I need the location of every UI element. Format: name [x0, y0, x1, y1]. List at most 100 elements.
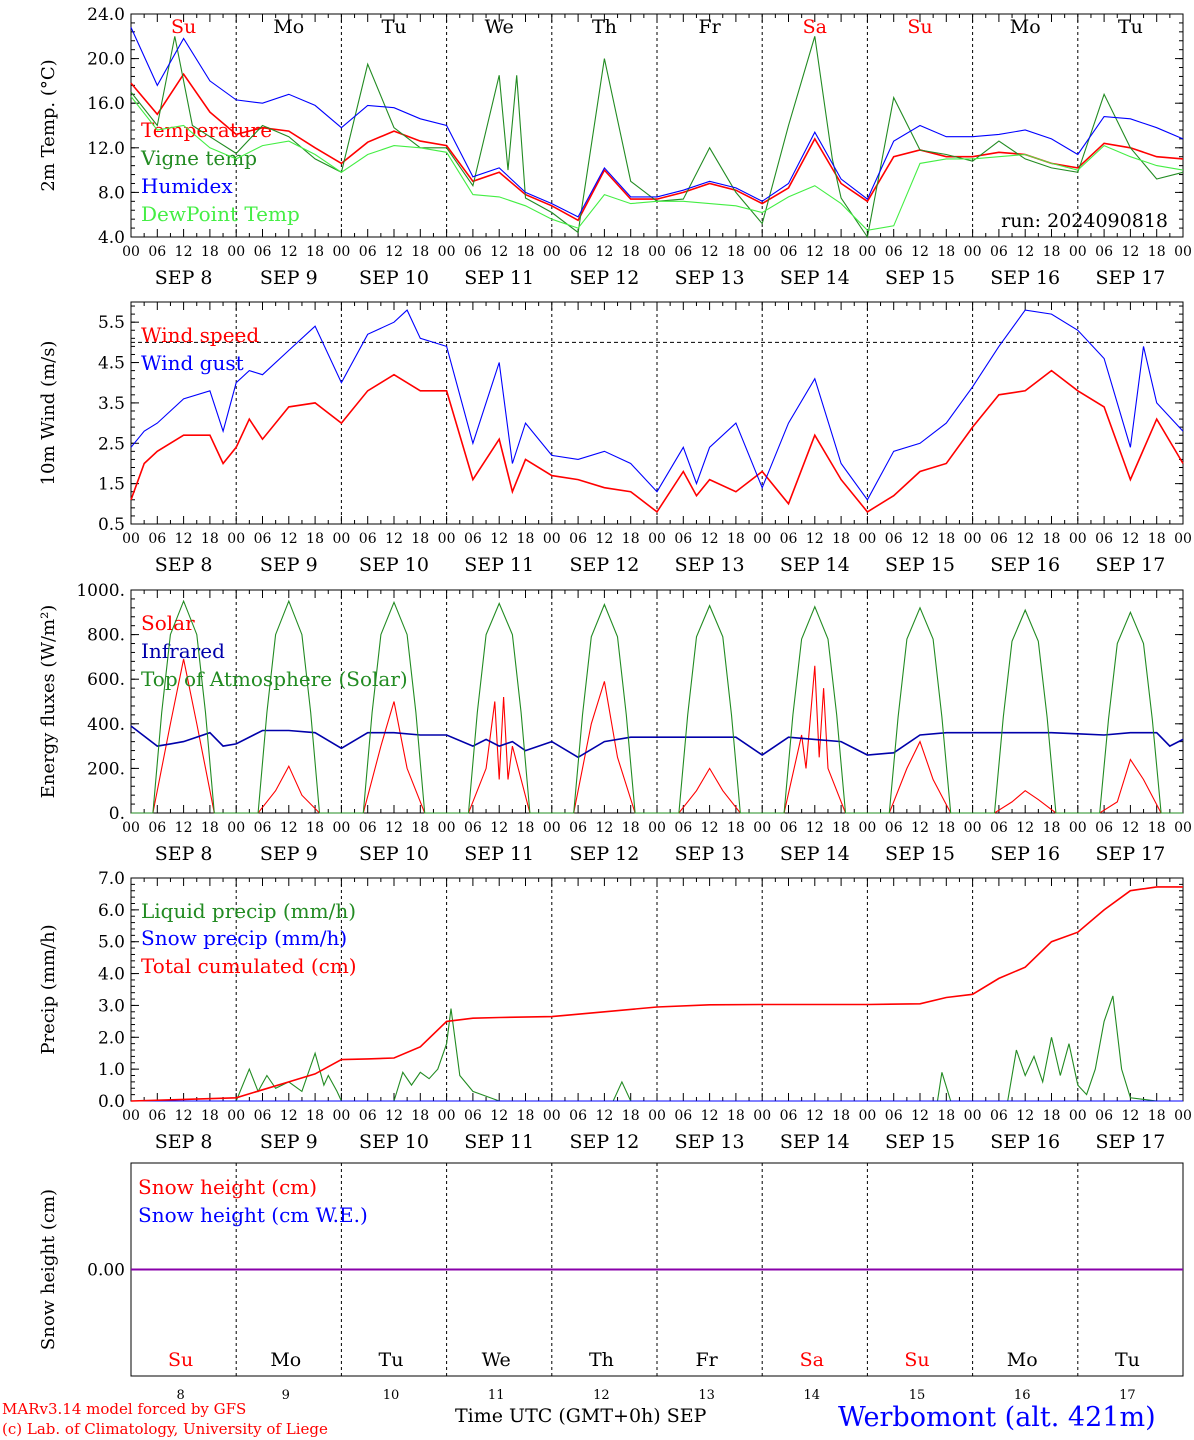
hour-tick-label: 00 — [964, 244, 982, 260]
hour-tick-label: 00 — [1174, 820, 1192, 836]
date-label: SEP 8 — [155, 1131, 213, 1153]
hour-tick-label: 18 — [201, 531, 219, 547]
weekday-label: We — [482, 1349, 511, 1371]
hour-tick-label: 12 — [490, 820, 508, 836]
hour-tick-label: 12 — [490, 244, 508, 260]
hour-tick-label: 06 — [885, 244, 903, 260]
hour-tick-label: 12 — [1016, 244, 1034, 260]
hour-tick-label: 12 — [595, 1108, 613, 1124]
station-title: Werbomont (alt. 421m) — [838, 1402, 1156, 1433]
hour-tick-label: 12 — [385, 820, 403, 836]
date-label: SEP 10 — [359, 843, 429, 865]
weekday-label: Tu — [379, 1349, 404, 1371]
hour-tick-label: 18 — [411, 244, 429, 260]
hour-tick-label: 06 — [990, 1108, 1008, 1124]
hour-tick-label: 06 — [674, 531, 692, 547]
hour-tick-label: 00 — [332, 531, 350, 547]
legend-entry: Liquid precip (mm/h) — [141, 899, 356, 923]
hour-tick-label: 12 — [175, 1108, 193, 1124]
hour-tick-label: 18 — [1043, 1108, 1061, 1124]
hour-tick-label: 18 — [1043, 244, 1061, 260]
hour-tick-label: 18 — [306, 1108, 324, 1124]
hour-tick-label: 18 — [306, 820, 324, 836]
legend-entry: Snow height (cm W.E.) — [138, 1203, 368, 1227]
day-number-label: 17 — [1119, 1388, 1136, 1403]
hour-tick-label: 00 — [648, 1108, 666, 1124]
hour-tick-label: 00 — [122, 1108, 140, 1124]
weekday-label: Mo — [1007, 1349, 1038, 1371]
hour-tick-label: 12 — [1121, 244, 1139, 260]
date-label: SEP 16 — [990, 554, 1060, 576]
weekday-label: Mo — [270, 1349, 301, 1371]
weekday-label: Sa — [800, 1349, 824, 1371]
legend-entry: Total cumulated (cm) — [141, 954, 357, 978]
day-number-label: 12 — [593, 1388, 610, 1403]
hour-tick-label: 12 — [280, 244, 298, 260]
series-line-wind-gust — [130, 309, 1184, 501]
date-label: SEP 10 — [359, 1131, 429, 1153]
y-tick-label: 5.5 — [98, 313, 125, 333]
date-label: SEP 13 — [675, 267, 745, 289]
hour-tick-label: 12 — [701, 244, 719, 260]
date-label: SEP 12 — [569, 554, 639, 576]
weekday-label: Mo — [1010, 16, 1041, 38]
hour-tick-label: 12 — [490, 1108, 508, 1124]
hour-tick-label: 12 — [701, 1108, 719, 1124]
hour-tick-label: 00 — [122, 531, 140, 547]
date-label: SEP 17 — [1095, 1131, 1165, 1153]
date-label: SEP 13 — [675, 1131, 745, 1153]
date-label: SEP 11 — [464, 843, 534, 865]
legend-entry: Vigne temp — [140, 146, 257, 170]
hour-tick-label: 12 — [595, 244, 613, 260]
hour-tick-label: 12 — [1121, 820, 1139, 836]
hour-tick-label: 00 — [543, 244, 561, 260]
hour-tick-label: 12 — [490, 531, 508, 547]
weekday-label: Tu — [1115, 1349, 1140, 1371]
weekday-label: Th — [589, 1349, 614, 1371]
hour-tick-label: 00 — [753, 820, 771, 836]
hour-tick-label: 00 — [858, 820, 876, 836]
hour-tick-label: 18 — [1043, 531, 1061, 547]
hour-tick-label: 12 — [1016, 531, 1034, 547]
y-tick-label: 0. — [109, 804, 125, 824]
hour-tick-label: 00 — [1174, 531, 1192, 547]
hour-tick-label: 06 — [1095, 244, 1113, 260]
hour-tick-label: 06 — [569, 244, 587, 260]
y-tick-label: 800. — [87, 626, 125, 646]
hour-tick-label: 12 — [806, 820, 824, 836]
date-label: SEP 16 — [990, 1131, 1060, 1153]
y-tick-label: 1.5 — [98, 475, 125, 495]
y-tick-label: 4.0 — [98, 965, 125, 985]
hour-tick-label: 12 — [175, 820, 193, 836]
hour-tick-label: 06 — [674, 820, 692, 836]
hour-tick-label: 12 — [806, 244, 824, 260]
hour-tick-label: 00 — [438, 1108, 456, 1124]
legend-entry: Snow precip (mm/h) — [141, 926, 347, 950]
hour-tick-label: 12 — [280, 1108, 298, 1124]
y-tick-label: 24.0 — [87, 5, 125, 25]
date-label: SEP 17 — [1095, 267, 1165, 289]
hour-tick-label: 18 — [622, 1108, 640, 1124]
panel-frame — [130, 589, 1184, 814]
y-tick-label: 5.0 — [98, 933, 125, 953]
legend-entry: Wind speed — [141, 323, 259, 347]
series-line-humidex — [130, 27, 1184, 218]
legend-entry: Top of Atmosphere (Solar) — [141, 667, 408, 691]
hour-tick-label: 00 — [753, 1108, 771, 1124]
date-label: SEP 8 — [155, 267, 213, 289]
hour-tick-label: 06 — [254, 1108, 272, 1124]
day-number-label: 15 — [909, 1388, 926, 1403]
weekday-label: Su — [168, 1349, 193, 1371]
y-tick-label: 3.5 — [98, 394, 125, 414]
y-tick-label: 1.0 — [98, 1060, 125, 1080]
hour-tick-label: 00 — [227, 820, 245, 836]
y-axis-label: 2m Temp. (°C) — [38, 59, 59, 191]
legend-entry: Infrared — [141, 639, 225, 663]
hour-tick-label: 00 — [227, 531, 245, 547]
hour-tick-label: 18 — [517, 531, 535, 547]
hour-tick-label: 18 — [832, 820, 850, 836]
hour-tick-label: 06 — [780, 244, 798, 260]
hour-tick-label: 06 — [359, 244, 377, 260]
hour-tick-label: 00 — [964, 531, 982, 547]
date-label: SEP 17 — [1095, 843, 1165, 865]
